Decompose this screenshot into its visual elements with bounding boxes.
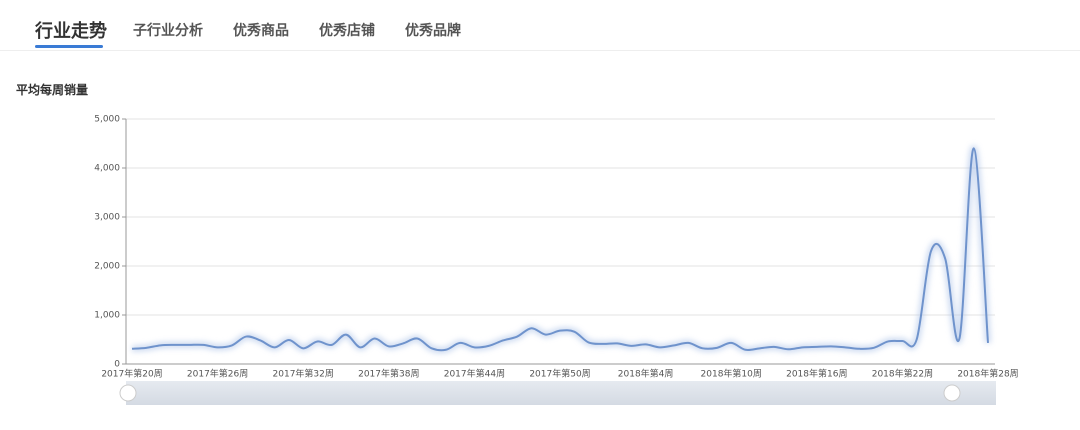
x-tick-label: 2018年第22周 [872,368,933,380]
section-title: 平均每周销量 [16,83,89,97]
tab[interactable]: 子行业分析 [133,23,203,39]
tab[interactable]: 优秀商品 [233,23,289,39]
x-tick-label: 2017年第38周 [358,368,419,380]
x-tick-label: 2018年第4周 [618,368,674,380]
y-tick-label: 5,000 [94,115,120,125]
y-tick-label: 3,000 [94,213,120,223]
x-tick-label: 2017年第26周 [187,368,248,380]
x-tick-label: 2017年第32周 [273,368,334,380]
x-tick-label: 2018年第10周 [701,368,762,380]
tab[interactable]: 行业走势 [35,21,107,42]
x-tick-label: 2018年第16周 [786,368,847,380]
y-tick-label: 1,000 [94,311,120,321]
tab[interactable]: 优秀品牌 [405,23,461,39]
y-tick-label: 0 [114,360,120,370]
x-tick-label: 2018年第28周 [957,368,1018,380]
zoom-handle[interactable] [943,384,961,402]
active-tab-indicator [35,45,103,48]
x-tick-label: 2017年第44周 [444,368,505,380]
x-tick-label: 2017年第50周 [529,368,590,380]
line [131,147,989,352]
x-tick-label: 2017年第20周 [101,368,162,380]
y-tick-label: 4,000 [94,164,120,174]
zoom-slider[interactable] [126,381,996,405]
y-tick-label: 2,000 [94,262,120,272]
line-glow [131,145,991,354]
tab[interactable]: 优秀店铺 [319,23,375,39]
zoom-handle[interactable] [119,384,137,402]
tab-bar: 行业走势 子行业分析 优秀商品 优秀店铺 优秀品牌 [0,0,1080,51]
plot: 0 1,000 2,000 3,000 4,000 5,000 2017年第20周 2017年… [94,115,1018,380]
